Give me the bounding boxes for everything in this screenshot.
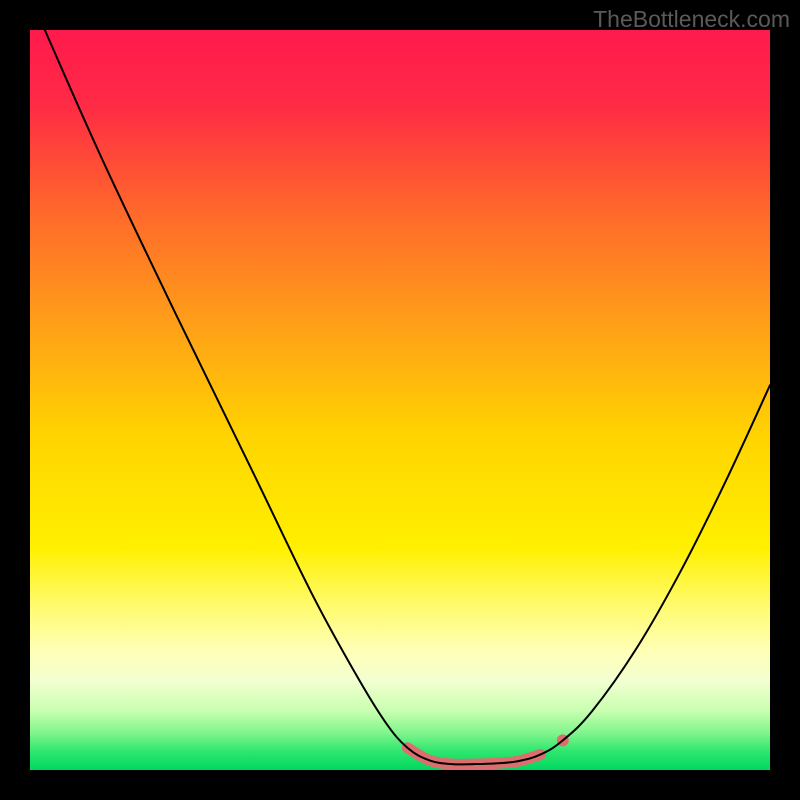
chart-container: TheBottleneck.com (0, 0, 800, 800)
bottleneck-curve-chart (30, 30, 770, 770)
gradient-background (30, 30, 770, 770)
watermark-text: TheBottleneck.com (593, 6, 790, 33)
plot-area (30, 30, 770, 770)
